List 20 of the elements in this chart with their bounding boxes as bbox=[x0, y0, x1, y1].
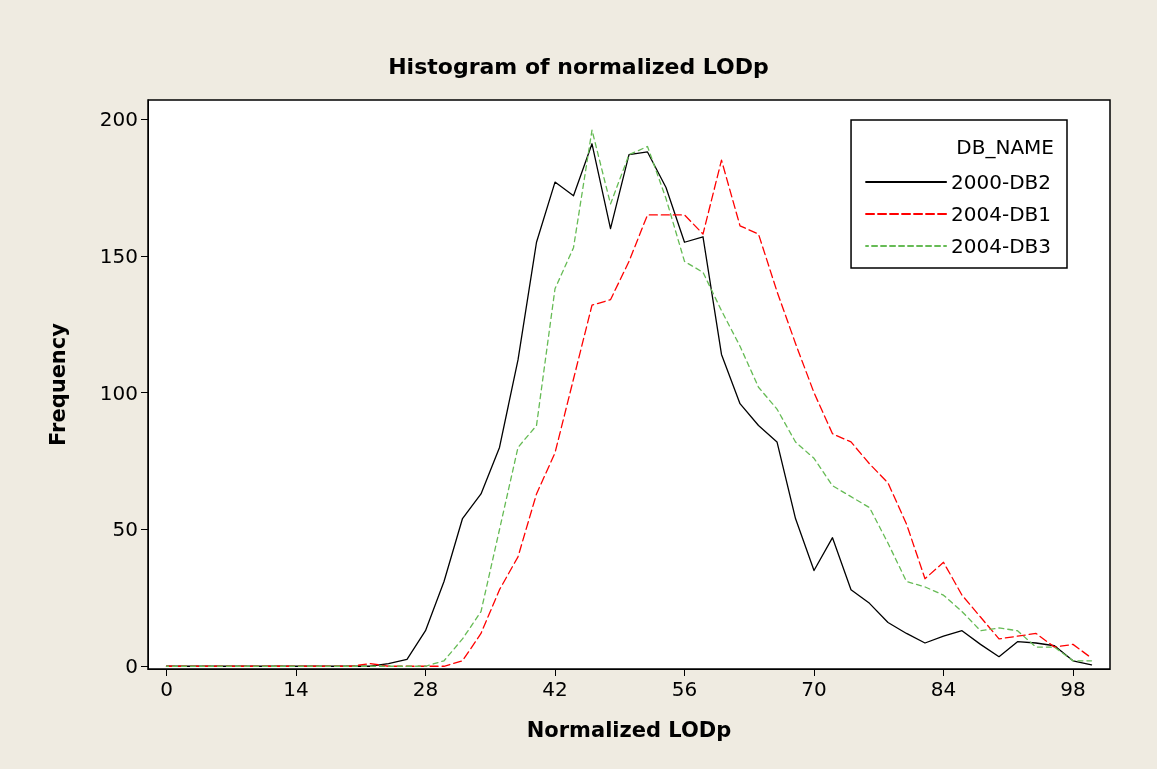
x-tick-label: 98 bbox=[1060, 677, 1086, 701]
legend-title: DB_NAME bbox=[956, 135, 1054, 159]
y-tick-label: 50 bbox=[112, 517, 138, 542]
chart-title: Histogram of normalized LODp bbox=[388, 53, 769, 79]
y-tick-label: 150 bbox=[99, 243, 138, 268]
legend-label: 2004-DB1 bbox=[951, 202, 1052, 226]
y-tick-label: 100 bbox=[99, 380, 138, 405]
legend-label: 2000-DB2 bbox=[951, 170, 1052, 194]
x-tick-label: 70 bbox=[801, 677, 827, 701]
x-tick-label: 0 bbox=[160, 677, 173, 701]
x-axis-title: Normalized LODp bbox=[526, 717, 732, 742]
x-tick-label: 14 bbox=[283, 677, 309, 701]
y-tick-label: 200 bbox=[99, 107, 138, 132]
x-tick-label: 28 bbox=[412, 677, 439, 701]
x-tick-label: 84 bbox=[930, 677, 957, 701]
y-axis-title: Frequency bbox=[45, 322, 70, 446]
x-tick-label: 56 bbox=[671, 677, 698, 701]
y-tick-label: 0 bbox=[125, 654, 138, 679]
legend-label: 2004-DB3 bbox=[951, 234, 1052, 258]
x-tick-label: 42 bbox=[542, 677, 568, 701]
